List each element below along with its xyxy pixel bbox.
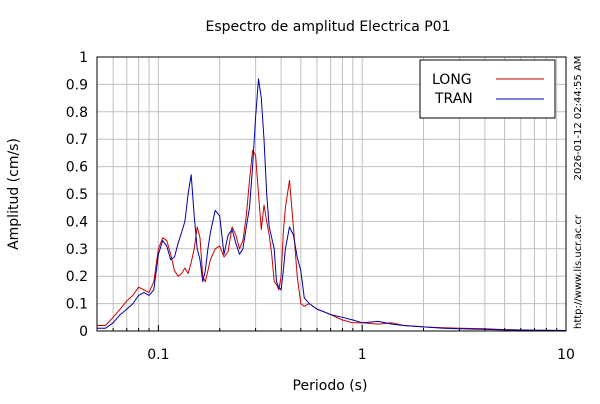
series-layer	[97, 78, 567, 331]
plot-frame	[96, 56, 567, 332]
y-tick-label: 0.8	[66, 105, 88, 121]
legend-box	[419, 59, 556, 119]
timestamp-label: 2026-01-12 02:44:55 AM	[573, 56, 584, 181]
y-tick-label: 0.9	[66, 77, 88, 93]
x-tick-label: 0.1	[147, 347, 169, 363]
legend: LONG TRAN	[419, 59, 556, 119]
series-line-long	[97, 149, 567, 331]
y-tick-label: 0.5	[66, 187, 88, 203]
y-tick-label: 0.1	[66, 297, 88, 313]
y-tick-label: 0.6	[66, 160, 88, 176]
chart-title: Espectro de amplitud Electrica P01	[206, 19, 451, 35]
y-tick-label: 1	[79, 50, 88, 66]
y-tick-label: 0.3	[66, 242, 88, 258]
y-axis-label: Amplitud (cm/s)	[6, 138, 22, 250]
y-tick-label: 0.7	[66, 132, 88, 148]
y-tick-label: 0.4	[66, 214, 88, 230]
tick-layer: 0 0.1 0.2 0.3 0.4 0.5 0.6 0.7 0.8 0.9 1 0.1 1 10	[66, 50, 575, 363]
y-tick-label: 0	[79, 324, 88, 340]
x-axis-label: Periodo (s)	[293, 378, 368, 394]
y-tick-label: 0.2	[66, 269, 88, 285]
series-line-tran	[97, 78, 567, 331]
x-tick-label: 10	[557, 347, 575, 363]
legend-label-long: LONG	[432, 72, 472, 88]
source-url-label: http://www.lis.ucr.ac.cr	[573, 214, 584, 329]
legend-label-tran: TRAN	[434, 91, 473, 107]
x-tick-label: 1	[358, 347, 367, 363]
